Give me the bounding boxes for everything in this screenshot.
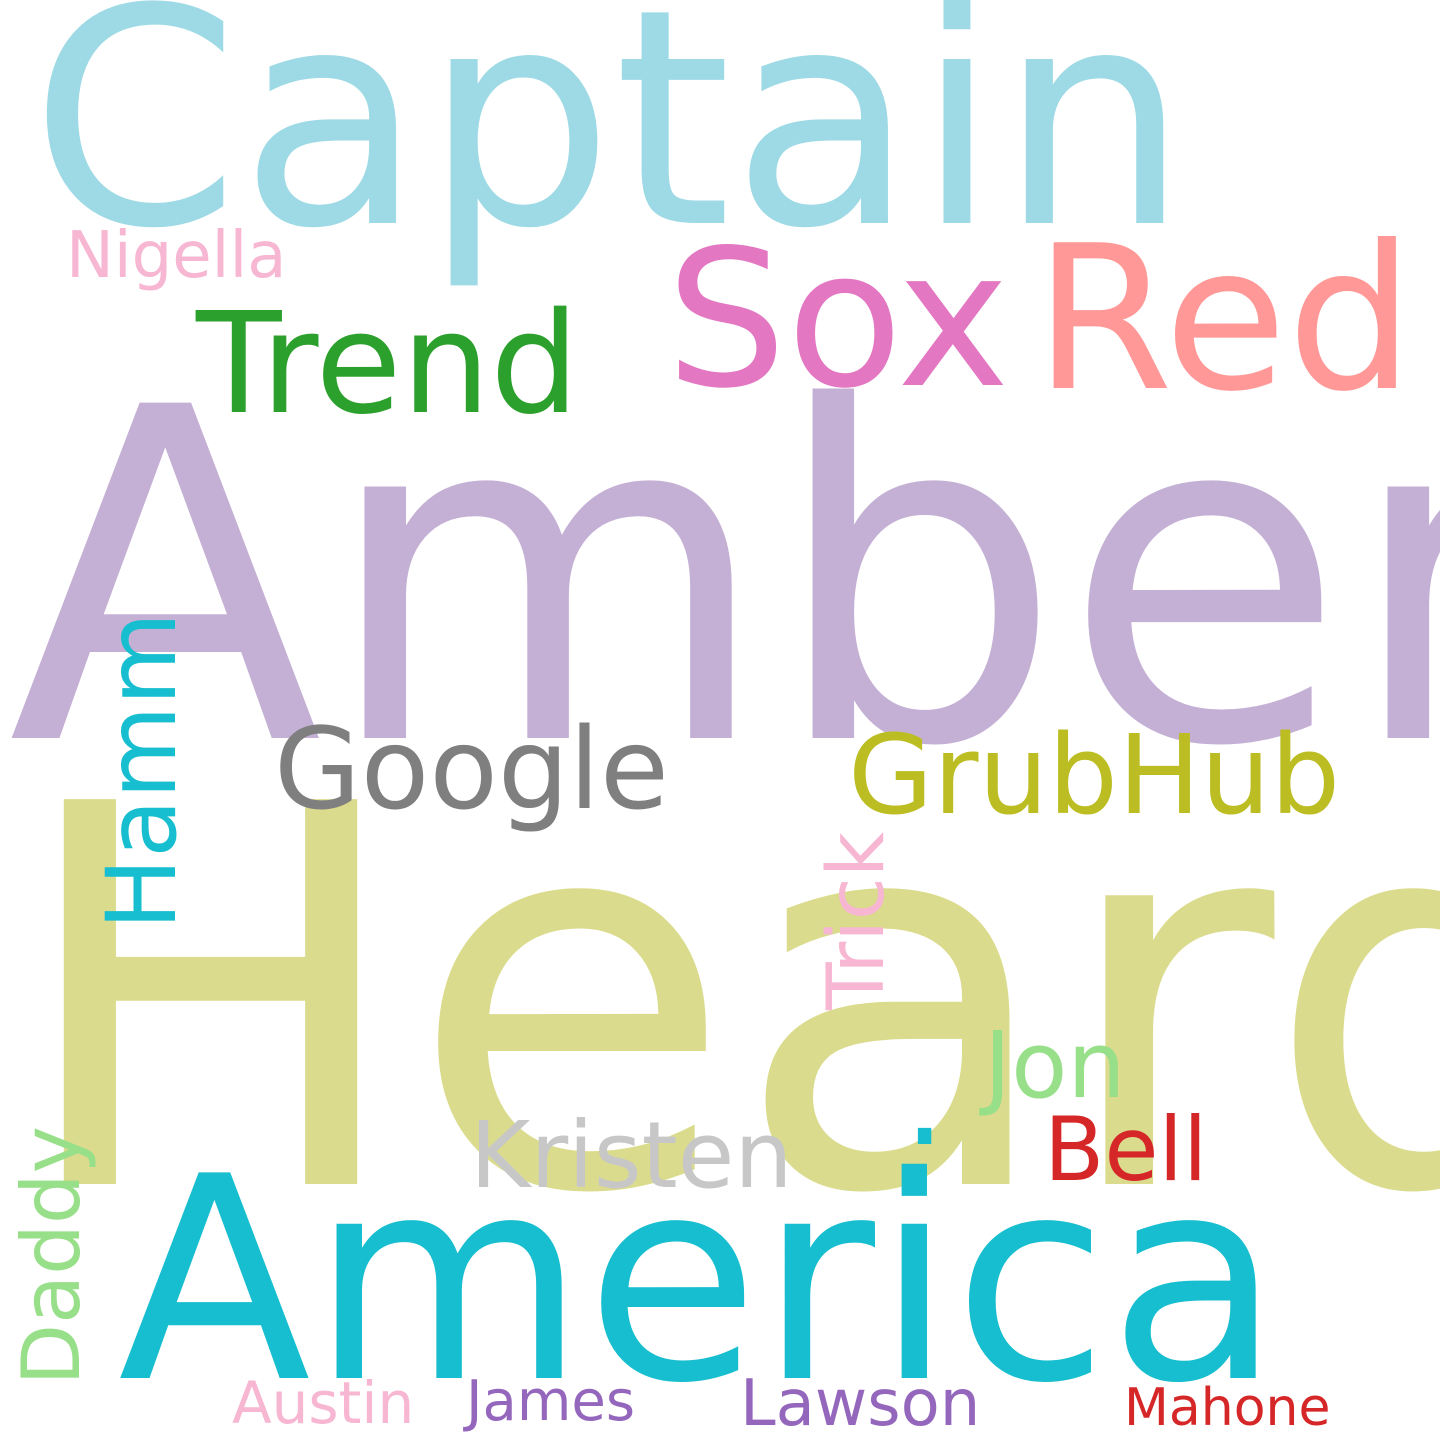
word-daddy: Daddy — [5, 1126, 98, 1386]
word-trend: Trend — [196, 283, 580, 446]
word-trick: Trick — [812, 832, 902, 1010]
word-hamm: Hamm — [86, 612, 198, 931]
word-austin: Austin — [232, 1369, 415, 1437]
word-sox: Sox — [666, 209, 1010, 430]
word-nigella: Nigella — [66, 219, 287, 293]
word-mahone: Mahone — [1124, 1378, 1331, 1438]
word-james: James — [466, 1369, 636, 1434]
word-dot: . — [904, 1023, 946, 1175]
word-america: America — [118, 1116, 1282, 1440]
word-captain: Captain — [30, 0, 1189, 294]
word-grubhub: GrubHub — [848, 711, 1341, 839]
word-kristen: Kristen — [470, 1102, 793, 1209]
word-heard: Heard — [12, 694, 1440, 1309]
word-lawson: Lawson — [740, 1367, 981, 1440]
word-amber: Amber — [8, 312, 1440, 847]
word-bell: Bell — [1044, 1098, 1208, 1201]
word-google: Google — [274, 705, 669, 835]
word-jon: Jon — [984, 1012, 1126, 1119]
word-red: Red — [1034, 203, 1414, 436]
